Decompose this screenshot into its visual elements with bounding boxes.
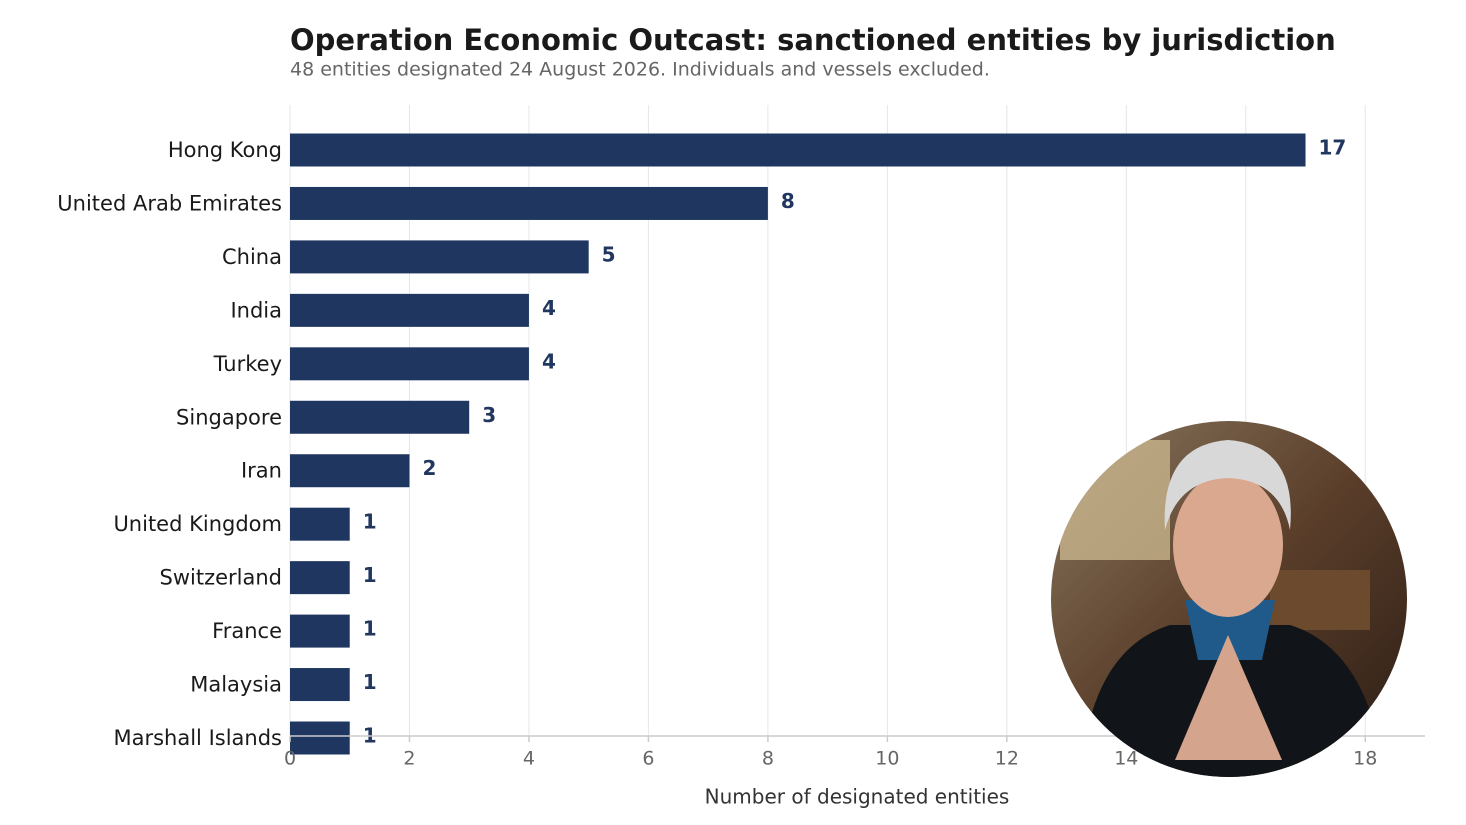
category-label: Iran — [241, 459, 282, 483]
bar — [290, 400, 470, 434]
value-label: 1 — [363, 670, 377, 694]
category-label: France — [212, 619, 282, 643]
value-label: 17 — [1319, 136, 1347, 160]
value-label: 3 — [482, 403, 496, 427]
category-label: Malaysia — [190, 673, 282, 697]
value-label: 1 — [363, 510, 377, 534]
wall-map — [1060, 440, 1170, 560]
category-label: China — [222, 245, 282, 269]
category-label: India — [230, 298, 282, 322]
x-tick-label: 2 — [403, 748, 415, 770]
x-tick-label: 4 — [523, 748, 535, 770]
value-label: 1 — [363, 563, 377, 587]
hair — [1164, 440, 1291, 530]
bar — [290, 507, 350, 541]
bar — [290, 614, 350, 648]
collar — [1185, 600, 1275, 660]
bar — [290, 561, 350, 595]
x-tick-label: 6 — [642, 748, 654, 770]
x-tick-label: 8 — [762, 748, 774, 770]
x-axis-title: Number of designated entities — [705, 785, 1010, 809]
category-label: United Arab Emirates — [57, 191, 282, 215]
bar — [290, 347, 529, 381]
category-label: Marshall Islands — [113, 726, 282, 750]
bar — [290, 133, 1306, 167]
category-label: Switzerland — [160, 566, 283, 590]
value-label: 8 — [781, 189, 795, 213]
chart-title: Operation Economic Outcast: sanctioned e… — [290, 23, 1336, 57]
category-label: Turkey — [213, 352, 282, 376]
x-tick-label: 0 — [284, 748, 296, 770]
value-label: 2 — [422, 456, 436, 480]
presenter-video — [1051, 421, 1407, 777]
bar — [290, 668, 350, 702]
x-tick-label: 18 — [1353, 748, 1377, 770]
hands — [1175, 635, 1282, 760]
value-label: 1 — [363, 617, 377, 641]
bar — [290, 186, 768, 220]
face — [1173, 473, 1283, 617]
bar — [290, 293, 529, 327]
bars: Hong Kong 17 United Arab Emirates 8 China 5 In… — [57, 133, 1347, 755]
chart-subtitle: 48 entities designated 24 August 2026. I… — [290, 59, 990, 81]
value-label: 4 — [542, 349, 556, 373]
value-label: 5 — [602, 242, 616, 266]
category-label: Hong Kong — [168, 138, 282, 162]
category-label: Singapore — [176, 405, 282, 429]
bar — [290, 240, 589, 274]
x-tick-label: 14 — [1114, 748, 1138, 770]
shelf — [1270, 570, 1370, 630]
bar — [290, 721, 350, 755]
x-tick-label: 10 — [875, 748, 899, 770]
category-label: United Kingdom — [113, 512, 282, 536]
x-tick-label: 12 — [995, 748, 1019, 770]
value-label: 4 — [542, 296, 556, 320]
bar — [290, 454, 410, 488]
